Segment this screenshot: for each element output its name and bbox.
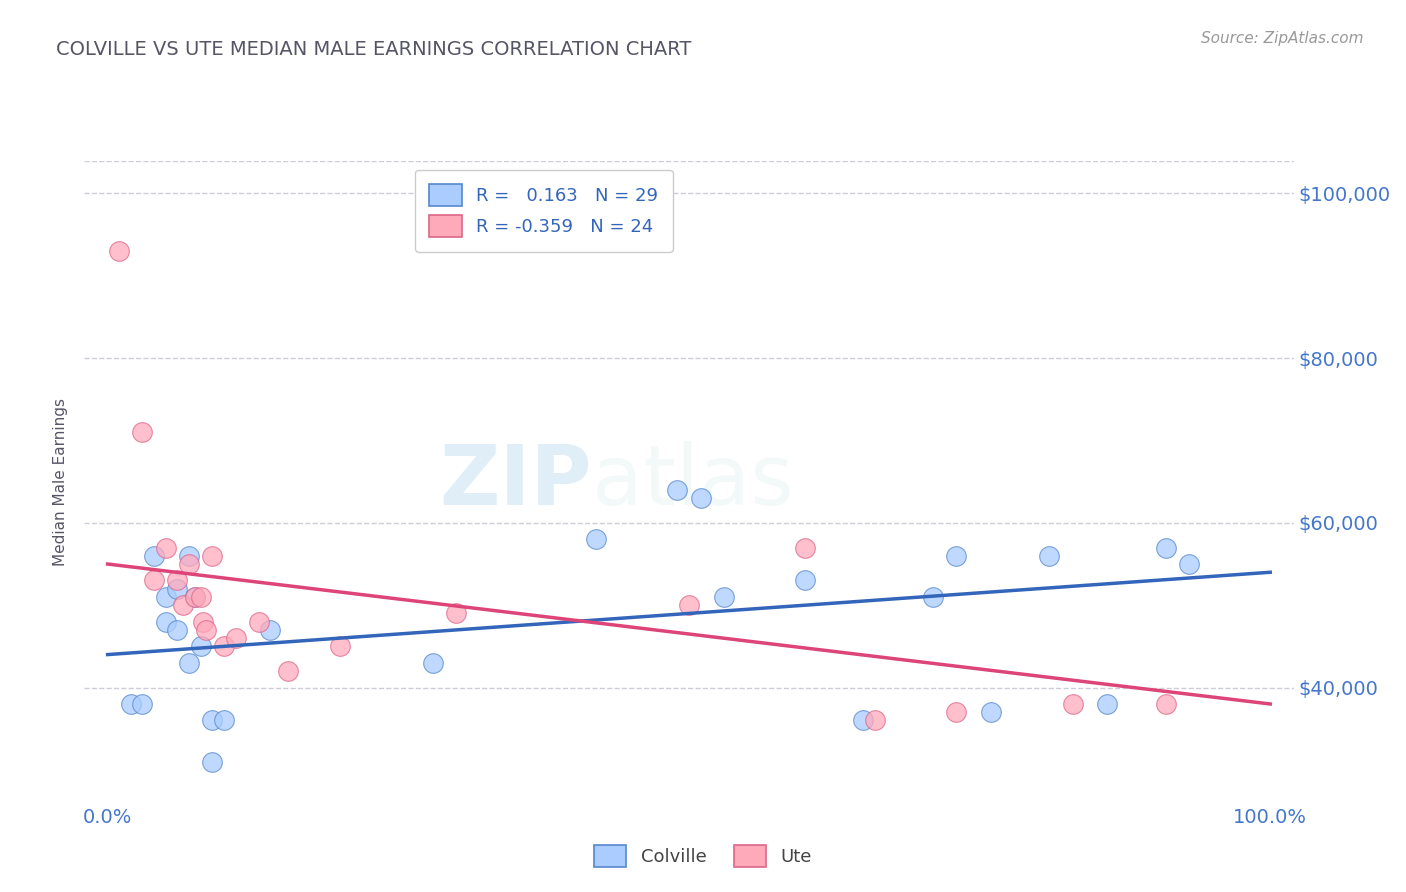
Point xyxy=(689,491,711,505)
Point xyxy=(585,533,607,547)
Point xyxy=(852,714,875,728)
Point xyxy=(120,697,142,711)
Point xyxy=(259,623,281,637)
Point xyxy=(143,574,166,588)
Point xyxy=(225,631,247,645)
Point xyxy=(1097,697,1119,711)
Point xyxy=(1154,541,1177,555)
Point xyxy=(212,640,235,654)
Point xyxy=(277,664,299,678)
Point xyxy=(1038,549,1060,563)
Point xyxy=(922,590,945,604)
Point xyxy=(446,607,468,621)
Point xyxy=(678,598,700,612)
Point xyxy=(108,244,131,259)
Text: atlas: atlas xyxy=(592,442,794,522)
Point xyxy=(195,623,218,637)
Point xyxy=(172,598,194,612)
Point xyxy=(143,549,166,563)
Legend: R =   0.163   N = 29, R = -0.359   N = 24: R = 0.163 N = 29, R = -0.359 N = 24 xyxy=(415,169,672,252)
Point xyxy=(794,574,817,588)
Point xyxy=(201,549,224,563)
Text: Source: ZipAtlas.com: Source: ZipAtlas.com xyxy=(1201,31,1364,46)
Point xyxy=(945,549,967,563)
Point xyxy=(945,705,967,719)
Point xyxy=(863,714,886,728)
Point xyxy=(155,541,177,555)
Legend: Colville, Ute: Colville, Ute xyxy=(586,838,820,874)
Point xyxy=(191,615,214,629)
Point xyxy=(212,714,235,728)
Point xyxy=(190,590,212,604)
Point xyxy=(184,590,207,604)
Point xyxy=(166,574,188,588)
Point xyxy=(1178,557,1201,571)
Point xyxy=(131,697,153,711)
Point xyxy=(177,557,200,571)
Point xyxy=(201,714,224,728)
Point xyxy=(329,640,352,654)
Point xyxy=(131,425,153,440)
Point xyxy=(422,656,444,670)
Point xyxy=(177,549,200,563)
Text: COLVILLE VS UTE MEDIAN MALE EARNINGS CORRELATION CHART: COLVILLE VS UTE MEDIAN MALE EARNINGS COR… xyxy=(56,40,692,59)
Point xyxy=(184,590,207,604)
Point xyxy=(155,615,177,629)
Point xyxy=(201,755,224,769)
Point xyxy=(794,541,817,555)
Point xyxy=(1154,697,1177,711)
Point xyxy=(666,483,689,497)
Point xyxy=(166,623,188,637)
Y-axis label: Median Male Earnings: Median Male Earnings xyxy=(53,398,69,566)
Point xyxy=(713,590,735,604)
Point xyxy=(166,582,188,596)
Point xyxy=(1062,697,1084,711)
Point xyxy=(177,656,200,670)
Text: ZIP: ZIP xyxy=(440,442,592,522)
Point xyxy=(155,590,177,604)
Point xyxy=(247,615,270,629)
Point xyxy=(980,705,1002,719)
Point xyxy=(190,640,212,654)
